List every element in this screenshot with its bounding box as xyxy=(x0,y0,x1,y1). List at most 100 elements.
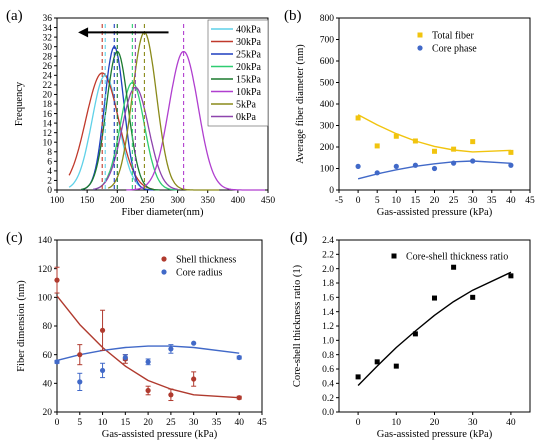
data-point-Core radius xyxy=(77,379,83,385)
data-point-Core-shell thickness ratio xyxy=(470,294,476,300)
y-tick-label-a: 8 xyxy=(47,148,52,158)
y-tick-label-d: 2.2 xyxy=(322,251,334,261)
x-tick-label-b: 25 xyxy=(449,196,459,206)
x-tick-label-d: 10 xyxy=(392,418,402,428)
y-tick-label-a: 10 xyxy=(43,138,53,148)
data-point-Core radius xyxy=(145,359,151,365)
x-tick-label-c: 35 xyxy=(212,418,222,428)
panel-label-a: (a) xyxy=(6,8,23,24)
data-point-Shell thickness xyxy=(145,387,151,394)
x-tick-label-a: 450 xyxy=(261,196,276,206)
legend-label-Total fiber: Total fiber xyxy=(432,31,474,42)
x-tick-label-b: 20 xyxy=(430,196,440,206)
y-tick-label-c: 40 xyxy=(43,380,53,390)
x-tick-label-d: 40 xyxy=(506,418,516,428)
legend-label-25kPa: 25kPa xyxy=(236,50,262,61)
data-point-Shell thickness xyxy=(191,376,197,382)
data-point-Core-shell thickness ratio xyxy=(432,295,437,301)
x-tick-label-c: 0 xyxy=(55,418,60,428)
data-point-Core radius xyxy=(168,346,174,352)
plot-frame-d xyxy=(338,239,531,413)
y-tick-label-a: 6 xyxy=(47,158,52,168)
x-tick-label-a: 250 xyxy=(140,196,155,206)
data-point-Core-shell thickness ratio xyxy=(393,363,399,369)
x-tick-label-a: 300 xyxy=(170,196,185,206)
x-tick-label-a: 150 xyxy=(80,196,95,206)
distribution-curve-15kPa xyxy=(80,50,160,191)
x-axis-label-d: Gas-assisted pressure (kPa) xyxy=(377,429,493,440)
y-tick-label-b: 200 xyxy=(320,143,335,153)
fit-curve-Shell thickness xyxy=(56,295,240,399)
y-tick-label-a: 14 xyxy=(43,119,53,129)
y-tick-label-c: 120 xyxy=(38,265,53,275)
legend-label-0kPa: 0kPa xyxy=(236,112,257,123)
fit-curve-Core radius xyxy=(56,345,240,362)
y-tick-label-d: 0.2 xyxy=(322,394,334,404)
data-point-Core-shell thickness ratio xyxy=(451,264,457,270)
data-point-Total fiber xyxy=(374,143,380,149)
y-tick-label-d: 0.6 xyxy=(322,365,334,375)
fit-curve-Core phase xyxy=(357,160,511,180)
x-tick-label-c: 40 xyxy=(234,418,244,428)
data-point-Total fiber xyxy=(432,148,437,154)
data-point-Total fiber xyxy=(393,133,399,139)
x-tick-label-b: 35 xyxy=(487,196,497,206)
y-tick-label-d: 1.8 xyxy=(322,279,334,289)
distribution-curve-10kPa xyxy=(126,50,265,191)
y-tick-label-a: 36 xyxy=(43,14,53,24)
y-tick-label-b: 300 xyxy=(320,122,335,132)
legend-marker-Total fiber xyxy=(417,32,423,38)
y-tick-label-c: 100 xyxy=(38,294,53,304)
y-tick-label-a: 30 xyxy=(43,43,53,53)
y-tick-label-d: 2.0 xyxy=(322,265,334,275)
distribution-curve-5kPa xyxy=(107,31,220,191)
legend-marker-Core radius xyxy=(161,269,167,275)
y-tick-label-b: 0 xyxy=(329,186,334,196)
panel-label-b: (b) xyxy=(284,8,302,24)
x-tick-label-b: 5 xyxy=(375,196,380,206)
y-tick-label-d: 0.8 xyxy=(322,351,334,361)
data-point-Core radius xyxy=(99,367,106,374)
data-point-Core-shell thickness ratio xyxy=(412,331,418,337)
legend-label-10kPa: 10kPa xyxy=(236,87,262,98)
x-tick-label-b: 15 xyxy=(411,196,421,206)
y-tick-label-b: 500 xyxy=(320,79,335,89)
data-point-Core-shell thickness ratio xyxy=(355,374,361,380)
y-tick-label-d: 1.4 xyxy=(322,308,334,318)
x-tick-label-a: 100 xyxy=(50,196,65,206)
legend-box-a xyxy=(207,19,269,127)
legend-label-Core phase: Core phase xyxy=(432,44,477,55)
fit-curve-Core-shell thickness ratio xyxy=(357,271,512,386)
data-point-Shell thickness xyxy=(54,277,60,283)
data-point-Shell thickness xyxy=(168,392,174,398)
y-tick-label-d: 2.4 xyxy=(322,236,334,246)
legend-label-Core radius: Core radius xyxy=(176,268,222,279)
y-tick-label-a: 16 xyxy=(43,110,53,120)
x-axis-label-c: Gas-assisted pressure (kPa) xyxy=(102,429,218,440)
x-tick-label-a: 350 xyxy=(201,196,216,206)
x-tick-label-b: 0 xyxy=(356,196,361,206)
x-tick-label-d: 0 xyxy=(356,418,361,428)
data-point-Total fiber xyxy=(451,146,457,152)
y-tick-label-d: 1.0 xyxy=(322,337,334,347)
x-tick-label-b: 45 xyxy=(525,196,535,206)
data-point-Core radius xyxy=(122,354,128,361)
legend-label-30kPa: 30kPa xyxy=(236,37,262,48)
y-tick-label-c: 80 xyxy=(43,322,53,332)
data-point-Core phase xyxy=(374,170,380,176)
legend-label-5kPa: 5kPa xyxy=(236,100,257,111)
x-tick-label-b: 30 xyxy=(468,196,478,206)
x-tick-label-c: 20 xyxy=(143,418,153,428)
x-tick-label-b: -5 xyxy=(335,196,343,206)
y-tick-label-a: 20 xyxy=(43,91,53,101)
y-tick-label-c: 60 xyxy=(43,351,53,361)
x-tick-label-c: 25 xyxy=(166,418,176,428)
y-tick-label-a: 26 xyxy=(43,62,53,72)
data-point-Core-shell thickness ratio xyxy=(374,359,380,365)
y-tick-label-a: 28 xyxy=(43,52,53,62)
data-point-Total fiber xyxy=(508,149,514,155)
y-tick-label-b: 700 xyxy=(320,36,335,46)
y-tick-label-b: 600 xyxy=(320,57,335,67)
y-tick-label-a: 32 xyxy=(43,33,53,43)
